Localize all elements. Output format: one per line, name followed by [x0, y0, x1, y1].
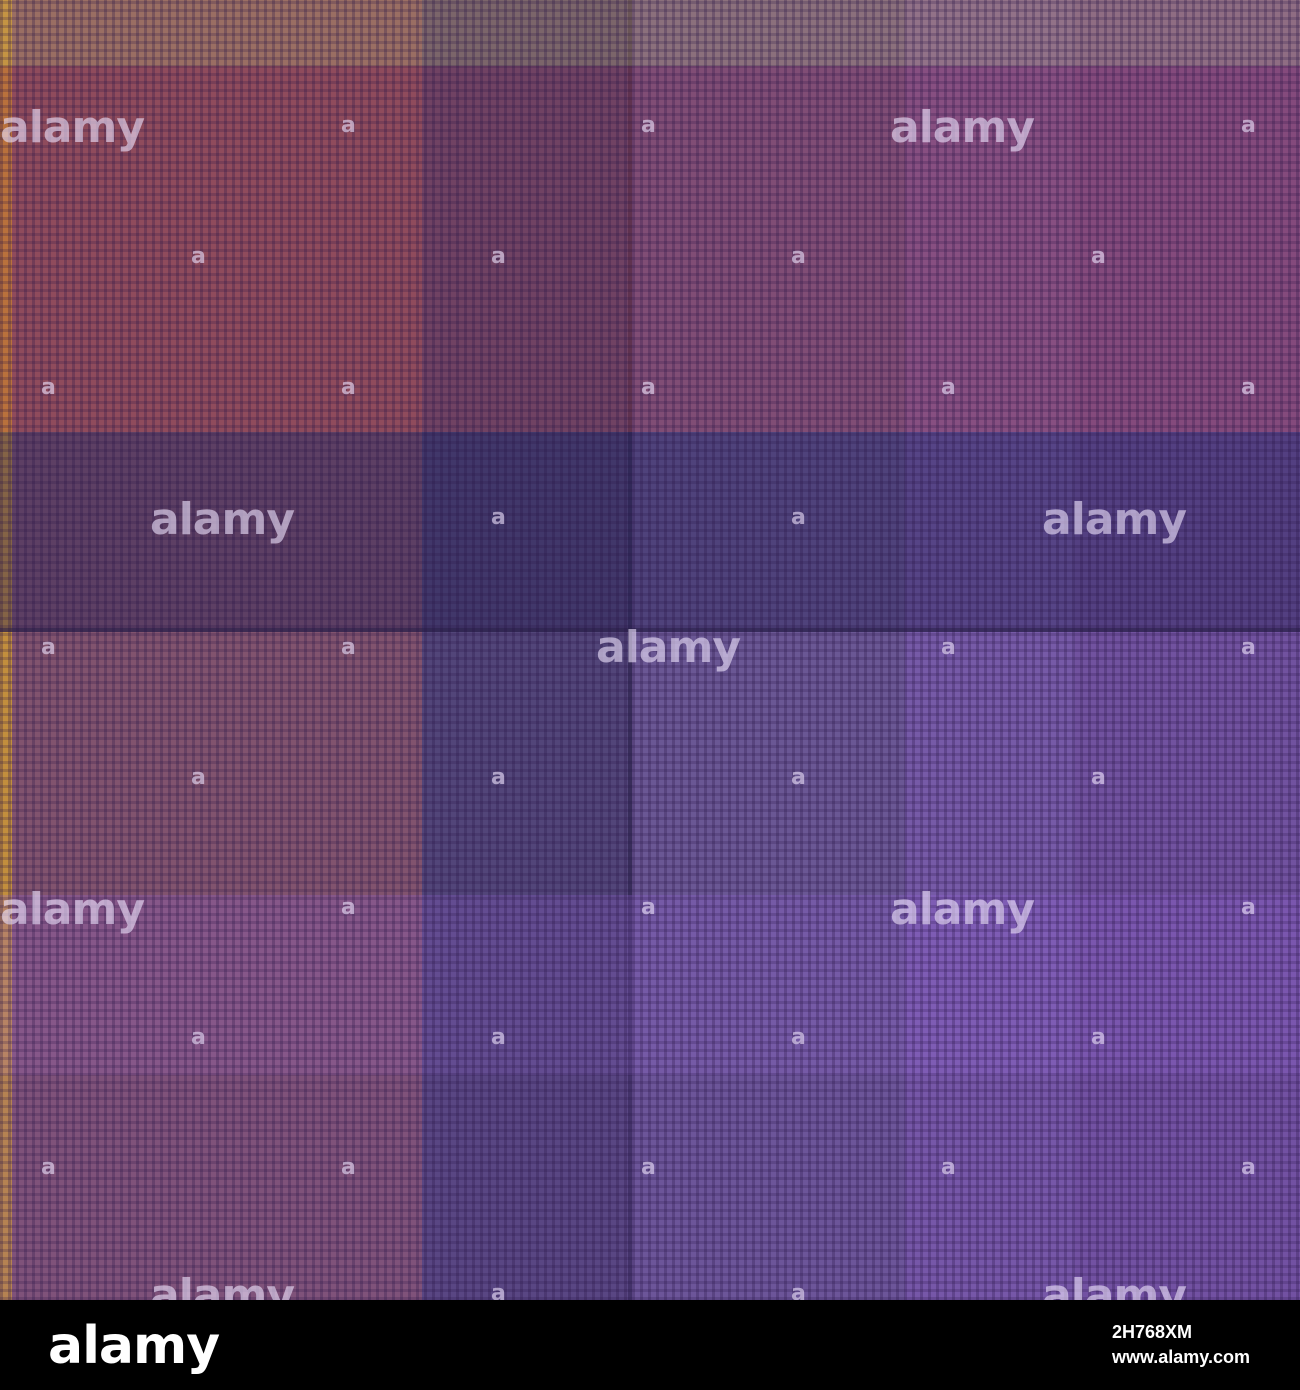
watermark-large: alamy: [1042, 1270, 1187, 1301]
watermark-large: alamy: [596, 622, 741, 673]
plaid-band-dark-vertical: [422, 0, 632, 1300]
watermark-small: a: [791, 505, 806, 530]
watermark-small: a: [791, 1025, 806, 1050]
watermark-small: a: [1091, 1025, 1106, 1050]
plaid-band-gold-left: [0, 0, 12, 1300]
plaid-band-violet-horizontal: [0, 895, 1300, 1075]
watermark-small: a: [191, 244, 206, 269]
watermark-large: alamy: [1042, 494, 1187, 545]
watermark-small: a: [791, 765, 806, 790]
watermark-small: a: [41, 375, 56, 400]
plaid-band-dark-horizontal: [0, 432, 1300, 632]
watermark-small: a: [191, 765, 206, 790]
watermark-small: a: [1241, 375, 1256, 400]
watermark-small: a: [41, 635, 56, 660]
watermark-small: a: [641, 895, 656, 920]
watermark-small: a: [641, 375, 656, 400]
watermark-small: a: [341, 895, 356, 920]
watermark-small: a: [491, 1025, 506, 1050]
watermark-small: a: [491, 1281, 506, 1301]
watermark-small: a: [341, 1155, 356, 1180]
plaid-band-gold-top: [0, 0, 1300, 66]
watermark-small: a: [491, 505, 506, 530]
watermark-small: a: [491, 244, 506, 269]
plaid-band-rust-vertical: [12, 0, 422, 1300]
watermark-small: a: [1241, 113, 1256, 138]
plaid-pattern: alamy alamy alamy alamy alamy alamy alam…: [0, 0, 1300, 1300]
watermark-small: a: [641, 1155, 656, 1180]
watermark-small: a: [941, 1155, 956, 1180]
watermark-small: a: [1241, 1155, 1256, 1180]
watermark-small: a: [1091, 765, 1106, 790]
watermark-small: a: [341, 375, 356, 400]
watermark-small: a: [1241, 895, 1256, 920]
plaid-band-violet-vertical: [905, 0, 1075, 1300]
watermark-small: a: [341, 635, 356, 660]
image-id: 2H768XM: [1111, 1322, 1192, 1342]
plaid-weave-horizontal: [0, 0, 1300, 1300]
watermark-large: alamy: [890, 102, 1035, 153]
plaid-line-dark-vertical: [628, 0, 632, 1300]
watermark-large: alamy: [150, 494, 295, 545]
watermark-large: alamy: [0, 102, 145, 153]
plaid-band-purple-bottom: [0, 1075, 1300, 1300]
plaid-band-magenta-right: [1075, 0, 1300, 1300]
watermark-small: a: [941, 375, 956, 400]
site-url: www.alamy.com: [1111, 1347, 1250, 1367]
watermark-small: a: [1241, 635, 1256, 660]
watermark-small: a: [791, 244, 806, 269]
watermark-small: a: [791, 1281, 806, 1301]
watermark-small: a: [641, 113, 656, 138]
watermark-large: alamy: [0, 884, 145, 935]
watermark-large: alamy: [890, 884, 1035, 935]
watermark-small: a: [191, 1025, 206, 1050]
watermark-small: a: [341, 113, 356, 138]
watermark-small: a: [1091, 244, 1106, 269]
plaid-weave-vertical: [0, 0, 1300, 1300]
watermark-large: alamy: [150, 1270, 295, 1301]
image-meta: 2H768XM www.alamy.com: [1112, 1320, 1250, 1370]
plaid-band-rust-horizontal: [0, 66, 1300, 432]
stock-footer-bar: alamy 2H768XM www.alamy.com: [0, 1300, 1300, 1390]
watermark-small: a: [491, 765, 506, 790]
watermark-small: a: [41, 1155, 56, 1180]
watermark-small: a: [941, 635, 956, 660]
plaid-line-dark-horizontal: [0, 628, 1300, 632]
alamy-logo: alamy: [48, 1316, 220, 1376]
